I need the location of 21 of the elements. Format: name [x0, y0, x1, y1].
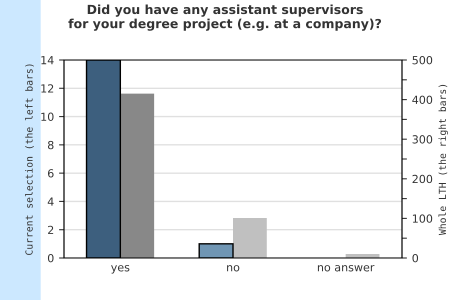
y-axis-title: Current selection (the left bars) [25, 64, 34, 255]
y2-tick-label: 500 [412, 56, 432, 64]
y-tick-label: 4 [48, 198, 54, 206]
x-tick-label: no [227, 265, 240, 272]
y2-tick-label: 300 [412, 135, 432, 144]
y-tick-label: 10 [41, 112, 54, 121]
y2-tick-label: 100 [412, 214, 432, 223]
bar [233, 218, 267, 258]
y-tick-label: 0 [48, 254, 54, 262]
y-tick-label: 12 [41, 84, 54, 93]
y-tick-label: 6 [48, 169, 54, 178]
y2-tick-label: 200 [412, 174, 432, 184]
x-tick-label: no answer [318, 265, 374, 272]
y-tick-label: 14 [41, 56, 54, 64]
y2-axis-title: Whole LTH (the right bars) [438, 84, 448, 236]
chart-title: Did you have any assistant supervisors for your degree project (e.g. at a company)? [68, 4, 382, 31]
y2-tick-label: 0 [412, 254, 418, 262]
x-tick-label: yes [111, 265, 130, 274]
y2-tick-label: 400 [412, 96, 432, 104]
y-tick-label: 8 [48, 140, 54, 150]
y-tick-label: 2 [48, 226, 54, 234]
